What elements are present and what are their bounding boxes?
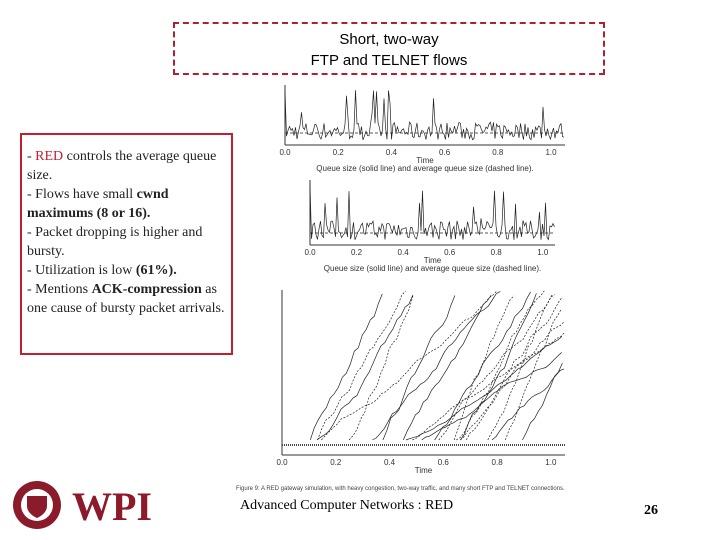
footer: Advanced Computer Networks : RED [240,498,454,513]
text: - [27,149,36,164]
scan-trace [487,295,553,441]
scan-trace [453,295,515,441]
x-tick-label: 0.4 [386,148,398,157]
scan-trace [505,308,562,441]
scan-trace [412,332,565,441]
scan-trace [438,294,555,441]
plot-caption: Queue size (solid line) and average queu… [316,164,533,173]
logo: WPI [13,481,152,529]
text: cwnd maximums (8 or 16). [27,187,169,221]
shield [27,496,47,518]
text: controls the average queue size. [27,149,217,183]
x-tick-label: 0.6 [444,248,456,257]
text: ACK-compression [91,282,202,297]
x-tick-label: 0.6 [438,458,450,467]
scan-trace [382,295,456,441]
plot-caption: Queue size (solid line) and average queu… [324,264,541,273]
x-tick-label: 0.2 [351,248,363,257]
text: - Packet dropping is higher and bursty. [27,225,203,259]
scan-trace [316,294,414,441]
x-tick-label: 0.0 [304,248,316,257]
text: - Flows have small [27,187,137,202]
x-tick-label: 0.4 [384,458,396,467]
scan-trace [434,291,531,441]
scan-trace [491,368,565,441]
scan-trace [460,321,565,441]
x-tick-label: 0.2 [330,458,342,467]
text-box: - RED controls the average queue size. -… [20,133,233,355]
title-line: FTP and TELNET flows [310,52,468,69]
x-tick-label: 0.0 [279,148,291,157]
scan-trace [522,362,563,441]
text: as one cause of bursty packet arrivals. [27,282,225,316]
bullet: - Utilization is low (61%). [27,261,227,280]
x-tick-label: 0.8 [492,458,504,467]
x-tick-label: 0.6 [439,148,451,157]
bullet: - Packet dropping is higher and bursty. [27,223,227,261]
text: (61%). [135,263,177,278]
scan-trace [317,290,406,441]
scan-trace [348,295,414,441]
text: - Utilization is low [27,263,136,278]
x-tick-label: 0.0 [276,458,288,467]
x-tick-label: 0.8 [492,148,504,157]
bullet: - Mentions ACK-compression as one cause … [27,280,227,318]
bullet: - Flows have small cwnd maximums (8 or 1… [27,185,227,223]
scan-trace [456,290,545,441]
text: - Mentions [27,282,92,297]
x-tick-label: 0.8 [491,248,503,257]
scan-trace [402,294,492,441]
text: RED [35,149,64,164]
x-tick-label: 0.2 [333,148,345,157]
scan-trace [309,184,555,241]
scan-trace [321,290,498,441]
page-number: 26 [644,503,658,518]
x-axis-label: Time [424,256,442,265]
logo-text: WPI [72,484,152,529]
x-tick-label: 1.0 [537,248,549,257]
scan-trace [284,90,565,141]
title-line: Short, two-way [339,31,439,48]
scan-trace [460,293,537,441]
title-box: Short, two-way FTP and TELNET flows [173,22,605,75]
scan-trace [421,352,562,441]
x-tick-label: 0.4 [398,248,410,257]
figure-caption: Figure 9: A RED gateway simulation, with… [236,486,565,492]
bullet: - RED controls the average queue size. [27,147,227,185]
x-axis-label: Time [416,156,434,165]
scan-trace [372,291,501,441]
x-tick-label: 1.0 [545,458,557,467]
x-tick-label: 1.0 [545,148,557,157]
scan-trace [465,296,563,441]
scan-trace [309,293,383,441]
x-axis-label: Time [415,466,433,475]
